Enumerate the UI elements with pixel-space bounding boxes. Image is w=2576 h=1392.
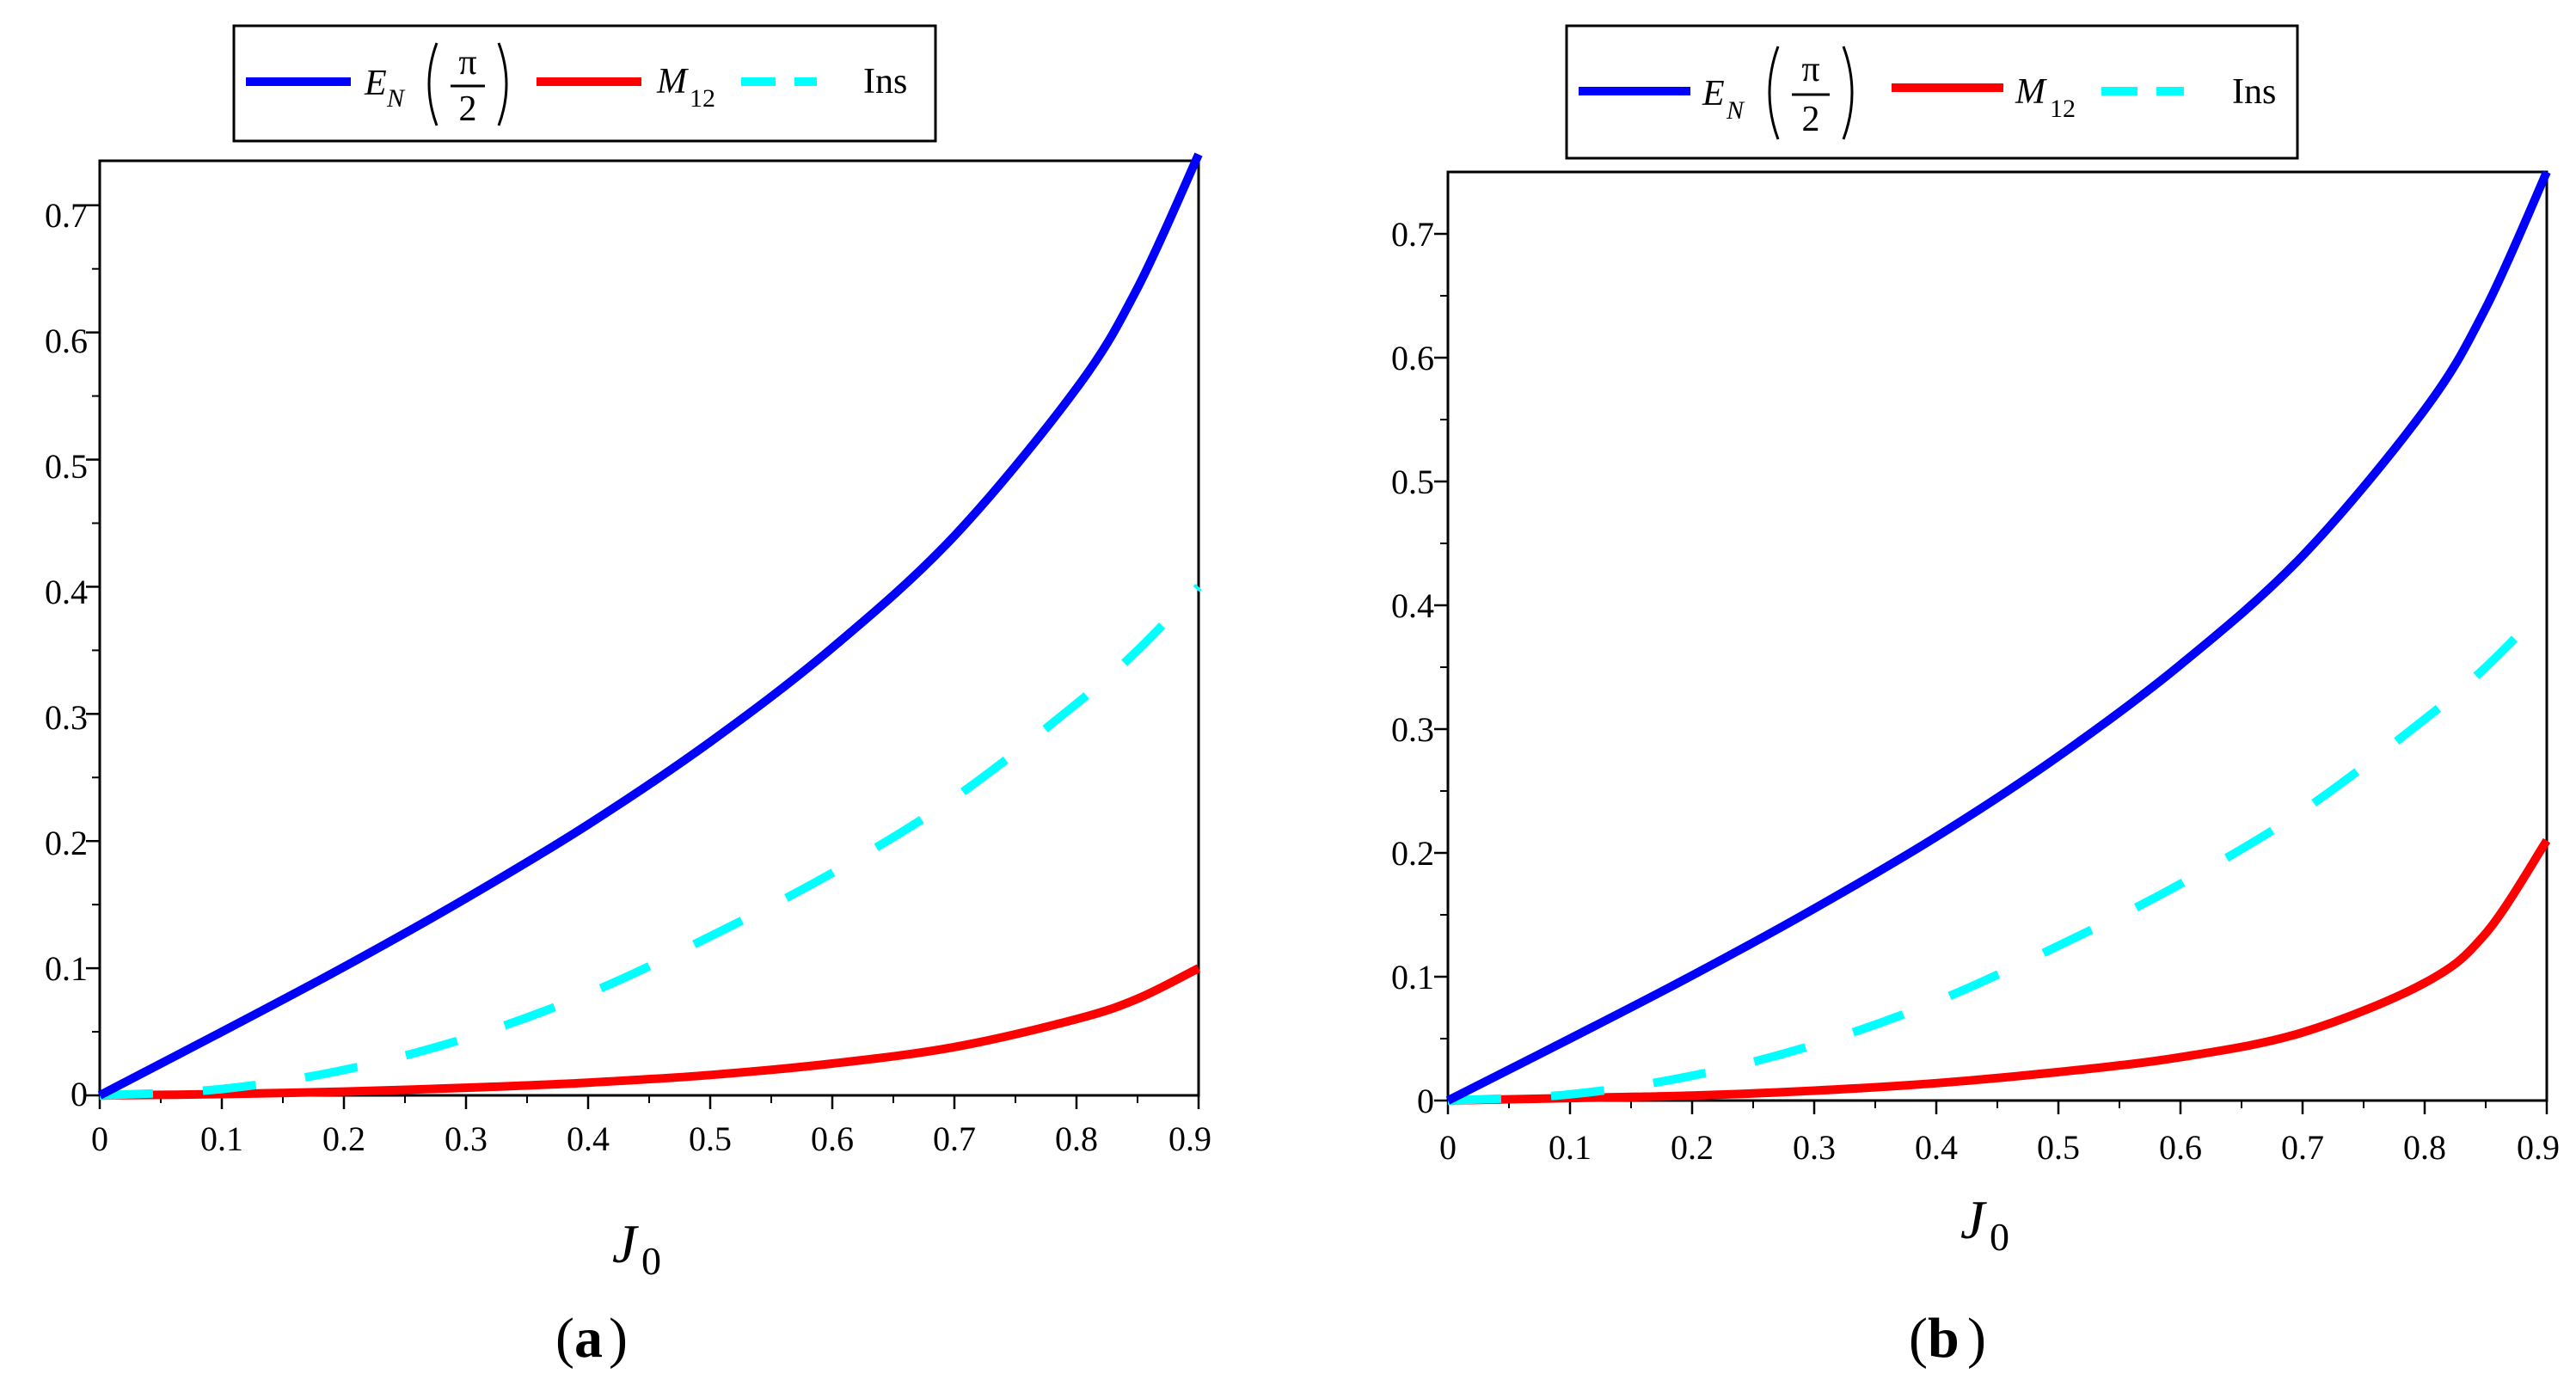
- legend-label-ins: Ins: [2232, 72, 2276, 112]
- plot-frame-a: [98, 159, 1200, 1097]
- legend-label-en-sub: N: [1726, 96, 1745, 125]
- x-axis-title-subscript-b: 0: [1990, 1215, 2009, 1259]
- x-tick-label: 0.9: [1168, 1119, 1211, 1158]
- legend-label-en-sub: N: [386, 84, 406, 113]
- legend-paren-left: [427, 42, 439, 126]
- x-tick-label: 0: [1439, 1128, 1457, 1167]
- tick-marks-a: [86, 204, 1200, 1109]
- y-tick-label: 0.1: [45, 949, 88, 988]
- legend-label-en-frac-num: π: [458, 43, 476, 83]
- y-tick-label: 0.5: [45, 447, 88, 486]
- legend-paren-right: [497, 42, 508, 126]
- panel-caption-b-open: (: [1909, 1307, 1928, 1370]
- y-tick-label: 0.2: [45, 824, 88, 862]
- x-tick-label: 0.6: [811, 1119, 854, 1158]
- x-tick-label: 0.3: [1793, 1128, 1836, 1167]
- x-axis-title-a: J: [612, 1213, 639, 1274]
- x-tick-label: 0.5: [689, 1119, 732, 1158]
- legend-label-m12-main: M: [656, 62, 689, 101]
- x-tick-label: 0.9: [2517, 1128, 2560, 1167]
- y-tick-label: 0.3: [45, 698, 88, 737]
- x-axis-title-b: J: [1960, 1189, 1987, 1250]
- series-line-m12-b: [1447, 837, 2551, 1105]
- x-tick-label: 0.4: [1915, 1128, 1958, 1167]
- x-tick-label: 0.5: [2037, 1128, 2080, 1167]
- x-tick-label: 0.1: [1549, 1128, 1592, 1167]
- legend-label-m12-sub: 12: [690, 84, 715, 113]
- y-tick-label: 0: [71, 1075, 88, 1113]
- panel-b: 0 0.1 0.2 0.3 0.4 0.5 0.6 0.7 0.8 0.9 0 …: [1391, 24, 2560, 1370]
- x-tick-label: 0: [91, 1119, 108, 1158]
- series-line-ins-b: [1447, 602, 2550, 1105]
- panel-caption-b-close: ): [1967, 1307, 1986, 1370]
- y-tick-label: 0.2: [1391, 834, 1434, 873]
- x-tick-label: 0.4: [567, 1119, 610, 1158]
- x-tick-label: 0.7: [933, 1119, 976, 1158]
- x-axis-title-subscript-a: 0: [641, 1239, 661, 1283]
- legend-label-en-main: E: [364, 64, 387, 103]
- legend-label-ins: Ins: [863, 62, 907, 101]
- x-tick-label: 0.1: [200, 1119, 243, 1158]
- plot-frame-b: [1446, 170, 2548, 1102]
- panel-a: 0 0.1 0.2 0.3 0.4 0.5 0.6 0.7 0.8 0.9 0 …: [45, 24, 1211, 1370]
- panel-caption-a-close: ): [609, 1307, 628, 1370]
- y-tick-label: 0: [1417, 1082, 1434, 1120]
- panel-caption-b-label: b: [1928, 1307, 1960, 1370]
- panel-caption-a-label: a: [574, 1307, 603, 1370]
- tick-marks-b: [1434, 232, 2548, 1114]
- legend-label-en-frac-den: 2: [459, 89, 477, 129]
- series-group-a: [97, 152, 1203, 1100]
- legend-paren-left: [1768, 46, 1780, 140]
- legend-b: E N π 2 M 12 Ins: [1565, 24, 2299, 160]
- legend-a: E N π 2 M 12 Ins: [232, 24, 937, 143]
- legend-label-en-frac-num: π: [1801, 50, 1819, 89]
- panel-caption-a-open: (: [555, 1307, 574, 1370]
- y-tick-label: 0.4: [45, 573, 88, 611]
- legend-paren-right: [1842, 46, 1854, 140]
- y-tick-label: 0.5: [1391, 463, 1434, 501]
- x-tick-label: 0.2: [1671, 1128, 1714, 1167]
- y-tick-label: 0.6: [1391, 339, 1434, 377]
- legend-label-en-main: E: [1702, 74, 1725, 113]
- legend-label-m12-sub: 12: [2050, 95, 2076, 123]
- x-tick-label: 0.8: [1055, 1119, 1098, 1158]
- series-line-en-b: [1445, 169, 2551, 1105]
- x-tick-label: 0.2: [322, 1119, 365, 1158]
- series-line-ins-a: [99, 583, 1202, 1100]
- x-tick-label: 0.3: [445, 1119, 488, 1158]
- series-group-b: [1445, 169, 2551, 1105]
- y-tick-label: 0.1: [1391, 958, 1434, 996]
- x-tick-label: 0.7: [2281, 1128, 2324, 1167]
- series-line-en-a: [97, 152, 1203, 1100]
- x-tick-label: 0.6: [2159, 1128, 2202, 1167]
- y-tick-label: 0.4: [1391, 586, 1434, 625]
- legend-label-en-frac-den: 2: [1802, 100, 1820, 139]
- x-tick-label: 0.8: [2403, 1128, 2446, 1167]
- y-tick-label: 0.3: [1391, 710, 1434, 749]
- legend-label-m12-main: M: [2015, 72, 2047, 112]
- y-tick-label: 0.6: [45, 322, 88, 360]
- y-tick-label: 0.7: [1391, 215, 1434, 254]
- y-tick-label: 0.7: [45, 196, 88, 235]
- series-line-m12-a: [99, 964, 1201, 1100]
